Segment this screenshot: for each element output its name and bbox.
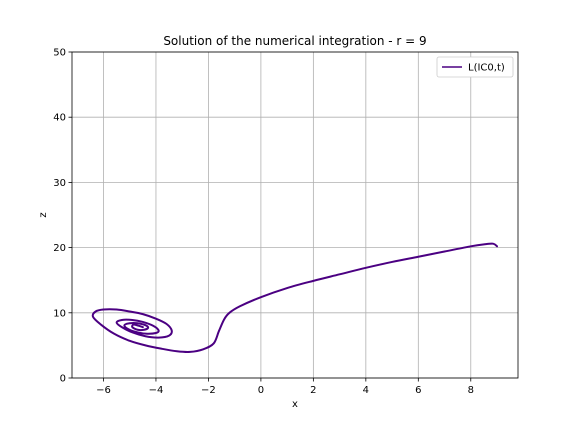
y-tick-label: 20 — [53, 243, 66, 254]
x-tick-label: −2 — [201, 385, 216, 396]
x-tick-label: 0 — [258, 385, 264, 396]
x-tick-label: 8 — [468, 385, 474, 396]
legend: L(IC0,t) — [436, 56, 514, 78]
legend-box — [436, 56, 514, 78]
legend-entry-label: L(IC0,t) — [468, 63, 505, 74]
series-layer — [91, 242, 499, 354]
y-tick-label: 50 — [53, 48, 66, 59]
y-axis-label: z — [38, 212, 49, 217]
x-tick-label: 2 — [310, 385, 316, 396]
axis-ticks: −6 −4 −2 0 2 4 6 8 0 10 20 30 40 50 — [53, 48, 474, 397]
y-tick-label: 0 — [60, 374, 66, 385]
x-tick-label: 6 — [415, 385, 421, 396]
series-line — [91, 242, 499, 354]
plot-frame — [71, 51, 519, 379]
x-tick-label: −4 — [149, 385, 164, 396]
y-tick-label: 40 — [53, 113, 66, 124]
chart-title: Solution of the numerical integration - … — [163, 34, 426, 48]
y-tick-label: 10 — [53, 308, 66, 319]
x-tick-label: −6 — [96, 385, 111, 396]
x-tick-label: 4 — [363, 385, 369, 396]
x-axis-label: x — [292, 399, 298, 410]
y-tick-label: 30 — [53, 178, 66, 189]
